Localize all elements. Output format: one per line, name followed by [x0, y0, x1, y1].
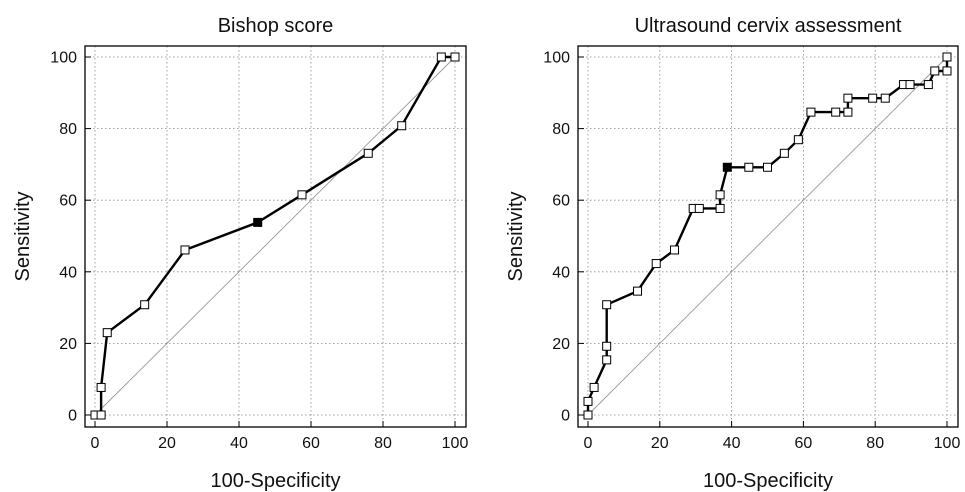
data-point: [651, 259, 661, 269]
plot-frame: [84, 45, 467, 428]
data-point: [450, 52, 460, 62]
data-point: [583, 410, 593, 420]
y-tick-label: 0: [561, 408, 570, 425]
y-tick-label: 0: [68, 408, 77, 425]
y-tick-label: 20: [552, 336, 570, 353]
data-point: [923, 80, 933, 90]
data-point: [843, 107, 853, 117]
data-point: [633, 286, 643, 296]
chart-title: Bishop score: [218, 15, 334, 37]
data-point: [589, 382, 599, 392]
data-point: [602, 300, 612, 310]
x-tick-label: 20: [158, 435, 176, 452]
data-point: [363, 148, 373, 158]
x-axis-label: 100-Specificity: [703, 470, 833, 492]
x-tick-label: 0: [584, 435, 593, 452]
y-tick-label: 20: [59, 336, 77, 353]
x-axis-label: 100-Specificity: [210, 470, 340, 492]
data-point: [140, 300, 150, 310]
x-tick-label: 20: [651, 435, 669, 452]
roc-curve: [95, 55, 455, 417]
x-tick-label: 40: [723, 435, 741, 452]
data-point: [96, 382, 106, 392]
chart-title: Ultrasound cervix assessment: [635, 15, 902, 37]
data-point: [831, 107, 841, 117]
data-point: [806, 107, 816, 117]
y-tick-label: 60: [59, 193, 77, 210]
y-axis-label: Sensitivity: [12, 191, 34, 281]
y-tick-label: 80: [552, 121, 570, 138]
data-point: [96, 410, 106, 420]
data-point: [102, 328, 112, 338]
y-tick-label: 100: [543, 50, 570, 67]
data-point: [880, 93, 890, 103]
data-point: [930, 66, 940, 76]
data-point: [583, 396, 593, 406]
data-point: [180, 245, 190, 255]
chart-panel-2: 0 20 40 60 80 100 0 20 40 60 80 100 Ultrasound cervi…: [505, 15, 960, 492]
reference-diagonal: [587, 56, 948, 416]
data-point: [763, 162, 772, 172]
data-point: [436, 52, 446, 62]
data-point: [602, 355, 612, 365]
data-point: [905, 80, 915, 90]
x-tick-label: 60: [302, 435, 320, 452]
y-tick-label: 100: [50, 50, 77, 67]
chart-panel-1: 0 20 40 60 80 100 0 20 40 60 80 100 Bishop score 100-…: [12, 15, 468, 492]
data-point: [942, 66, 952, 76]
data-point: [715, 203, 725, 213]
x-tick-label: 60: [795, 435, 813, 452]
x-tick-label: 0: [91, 435, 100, 452]
data-point: [602, 341, 612, 351]
data-point: [868, 93, 878, 103]
reference-diagonal: [94, 56, 456, 416]
data-point: [397, 121, 407, 131]
plot-frame: [577, 45, 959, 428]
x-tick-label: 100: [442, 435, 469, 452]
data-point: [793, 135, 803, 145]
data-point: [744, 162, 754, 172]
x-tick-label: 80: [374, 435, 392, 452]
data-point: [942, 52, 952, 62]
data-point: [694, 203, 704, 213]
optimal-cutoff-point: [253, 217, 263, 227]
y-tick-label: 40: [552, 264, 570, 281]
y-axis-label: Sensitivity: [505, 191, 527, 281]
optimal-cutoff-point: [722, 162, 732, 172]
x-tick-label: 100: [934, 435, 961, 452]
y-tick-label: 80: [59, 121, 77, 138]
data-point: [297, 190, 307, 200]
data-point: [779, 148, 789, 158]
x-tick-label: 80: [866, 435, 884, 452]
data-point: [715, 190, 725, 200]
data-point: [670, 245, 680, 255]
x-tick-label: 40: [230, 435, 248, 452]
data-point: [843, 93, 853, 103]
y-tick-label: 40: [59, 264, 77, 281]
y-tick-label: 60: [552, 193, 570, 210]
